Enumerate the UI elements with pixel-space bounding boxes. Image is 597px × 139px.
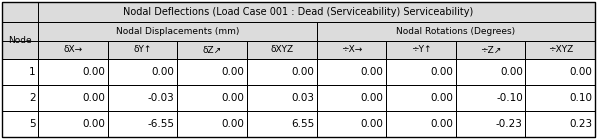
Bar [316, 59, 386, 85]
Text: δX→: δX→ [63, 45, 82, 54]
Text: 0.00: 0.00 [82, 119, 105, 129]
Bar [247, 111, 316, 137]
Bar [386, 111, 456, 137]
Bar [247, 59, 316, 85]
Bar [456, 41, 525, 59]
Text: 0.00: 0.00 [221, 67, 244, 77]
Text: 0.00: 0.00 [82, 93, 105, 103]
Bar [386, 85, 456, 111]
Text: 6.55: 6.55 [291, 119, 314, 129]
Text: 0.10: 0.10 [570, 93, 592, 103]
Text: -6.55: -6.55 [147, 119, 175, 129]
Bar [456, 85, 525, 111]
Bar [525, 59, 595, 85]
Text: 0.23: 0.23 [570, 119, 592, 129]
Bar [2, 85, 38, 111]
Text: 0.00: 0.00 [430, 93, 453, 103]
Bar [316, 22, 595, 41]
Bar [525, 41, 595, 59]
Bar [38, 22, 316, 41]
Bar [247, 85, 316, 111]
Bar [456, 111, 525, 137]
Text: -0.23: -0.23 [496, 119, 523, 129]
Text: ÷Z↗: ÷Z↗ [480, 45, 501, 54]
Bar [177, 111, 247, 137]
Text: δY↑: δY↑ [133, 45, 152, 54]
Text: -0.10: -0.10 [496, 93, 523, 103]
Bar [2, 59, 38, 85]
Text: -0.03: -0.03 [148, 93, 175, 103]
Bar [38, 85, 107, 111]
Bar [177, 59, 247, 85]
Bar [2, 22, 38, 59]
Bar [177, 85, 247, 111]
Text: 0.00: 0.00 [570, 67, 592, 77]
Text: 5: 5 [29, 119, 35, 129]
Bar [38, 111, 107, 137]
Bar [107, 85, 177, 111]
Bar [316, 111, 386, 137]
Text: 0.03: 0.03 [291, 93, 314, 103]
Text: 1: 1 [29, 67, 35, 77]
Text: δZ↗: δZ↗ [202, 45, 221, 54]
Bar [316, 85, 386, 111]
Text: 0.00: 0.00 [361, 119, 384, 129]
Bar [107, 59, 177, 85]
Bar [2, 111, 38, 137]
Bar [525, 111, 595, 137]
Bar [2, 2, 595, 22]
Text: 0.00: 0.00 [221, 119, 244, 129]
Text: ÷Y↑: ÷Y↑ [411, 45, 431, 54]
Text: ÷X→: ÷X→ [341, 45, 362, 54]
Text: ÷XYZ: ÷XYZ [547, 45, 573, 54]
Text: 0.00: 0.00 [500, 67, 523, 77]
Bar [38, 41, 107, 59]
Bar [525, 85, 595, 111]
Bar [247, 41, 316, 59]
Bar [386, 41, 456, 59]
Text: 0.00: 0.00 [221, 93, 244, 103]
Text: 2: 2 [29, 93, 35, 103]
Text: 0.00: 0.00 [82, 67, 105, 77]
Text: Node: Node [8, 36, 32, 45]
Bar [456, 59, 525, 85]
Bar [386, 59, 456, 85]
Text: 0.00: 0.00 [152, 67, 175, 77]
Bar [316, 41, 386, 59]
Text: 0.00: 0.00 [361, 67, 384, 77]
Text: 0.00: 0.00 [430, 67, 453, 77]
Bar [107, 41, 177, 59]
Text: Nodal Deflections (Load Case 001 : Dead (Serviceability) Serviceability): Nodal Deflections (Load Case 001 : Dead … [124, 7, 473, 17]
Text: Nodal Rotations (Degrees): Nodal Rotations (Degrees) [396, 27, 515, 36]
Text: 0.00: 0.00 [430, 119, 453, 129]
Bar [38, 59, 107, 85]
Text: 0.00: 0.00 [291, 67, 314, 77]
Text: 0.00: 0.00 [361, 93, 384, 103]
Bar [107, 111, 177, 137]
Text: δXYZ: δXYZ [270, 45, 293, 54]
Text: Nodal Displacements (mm): Nodal Displacements (mm) [116, 27, 239, 36]
Bar [177, 41, 247, 59]
